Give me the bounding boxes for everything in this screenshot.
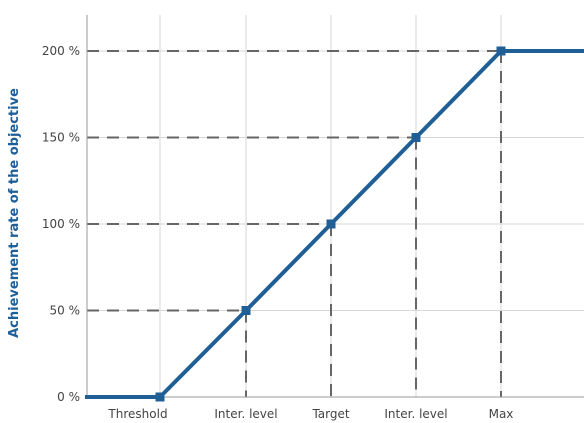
data-point-1 bbox=[241, 306, 251, 315]
y-axis-label: Achievement rate of the objective bbox=[7, 88, 22, 338]
tick-labels: 0 % 50 % 100 % 150 % 200 % Threshold Inter. le… bbox=[42, 44, 514, 421]
x-tick-label: Inter. level bbox=[384, 407, 447, 421]
data-point-4 bbox=[496, 46, 506, 56]
y-tick-label: 0 % bbox=[57, 390, 80, 404]
y-tick-label: 50 % bbox=[50, 304, 81, 318]
x-tick-label: Threshold bbox=[107, 407, 167, 421]
guide-lines bbox=[87, 50, 502, 397]
y-tick-label: 200 % bbox=[42, 44, 80, 58]
data-points bbox=[155, 46, 506, 402]
data-point-3 bbox=[411, 133, 421, 142]
data-point-0 bbox=[155, 392, 165, 402]
y-tick-label: 100 % bbox=[42, 217, 80, 231]
x-tick-label: Max bbox=[489, 407, 514, 421]
data-point-2 bbox=[326, 219, 336, 229]
x-tick-label: Target bbox=[311, 407, 349, 421]
x-tick-label: Inter. level bbox=[214, 407, 277, 421]
gridlines bbox=[86, 15, 584, 398]
y-tick-label: 150 % bbox=[42, 131, 80, 145]
axes bbox=[86, 15, 584, 398]
